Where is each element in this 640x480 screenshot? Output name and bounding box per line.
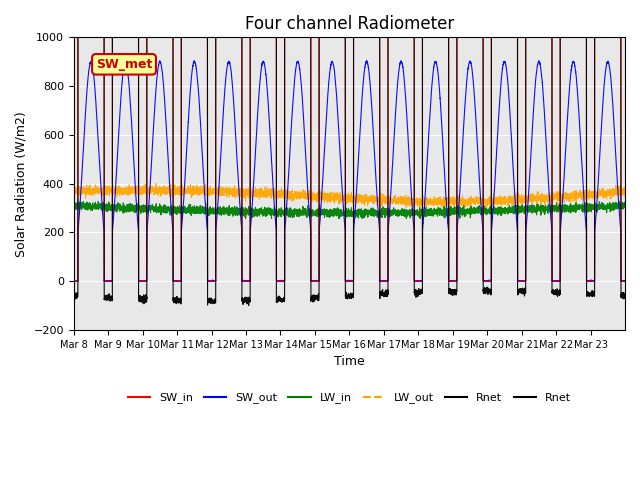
Y-axis label: Solar Radiation (W/m2): Solar Radiation (W/m2) — [15, 111, 28, 256]
Text: SW_met: SW_met — [96, 58, 152, 71]
X-axis label: Time: Time — [334, 355, 365, 368]
Legend: SW_in, SW_out, LW_in, LW_out, Rnet, Rnet: SW_in, SW_out, LW_in, LW_out, Rnet, Rnet — [124, 388, 575, 408]
Title: Four channel Radiometer: Four channel Radiometer — [244, 15, 454, 33]
